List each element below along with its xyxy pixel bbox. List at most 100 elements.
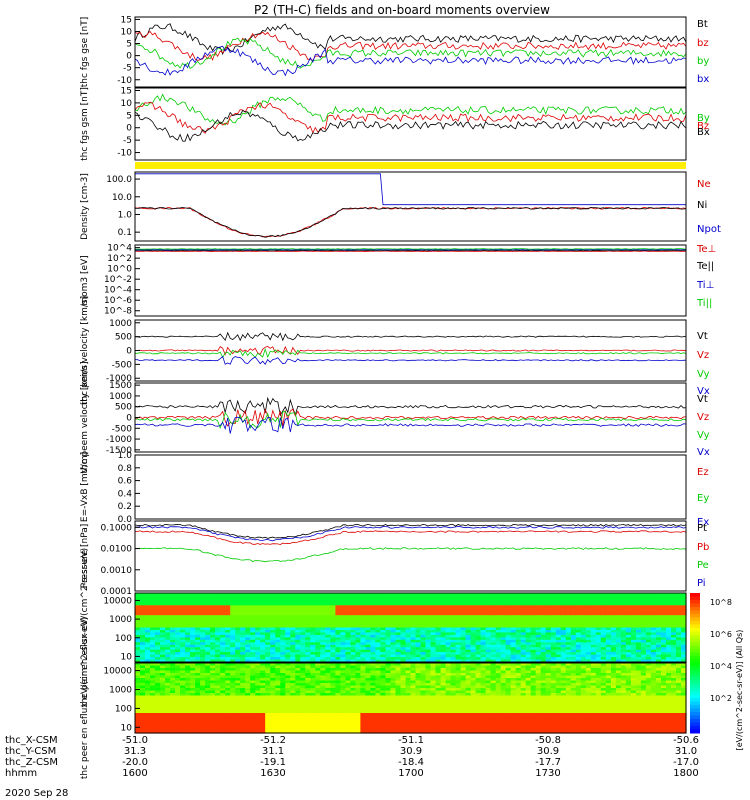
heatmap-cell — [545, 659, 552, 663]
heatmap-cell — [185, 652, 191, 656]
heatmap-cell — [520, 652, 527, 656]
heatmap-cell — [230, 607, 236, 611]
heatmap-cell — [440, 642, 447, 646]
heatmap-cell — [585, 625, 592, 629]
heatmap-cell — [220, 683, 226, 687]
heatmap-cell — [345, 637, 351, 641]
heatmap-cell — [205, 644, 211, 648]
heatmap-cell — [535, 617, 542, 621]
heatmap-cell — [250, 605, 256, 609]
heatmap-cell — [275, 683, 281, 687]
heatmap-cell — [240, 678, 246, 682]
heatmap-cell — [345, 690, 351, 694]
heatmap-cell — [290, 593, 296, 597]
heatmap-cell — [470, 602, 477, 606]
heatmap-cell — [380, 693, 386, 697]
heatmap-cell — [620, 595, 627, 599]
heatmap-cell — [385, 612, 392, 616]
heatmap-cell — [250, 695, 256, 699]
heatmap-cell — [185, 693, 191, 697]
heatmap-cell — [370, 698, 376, 702]
heatmap-cell — [140, 657, 146, 661]
heatmap-cell — [340, 685, 346, 689]
heatmap-cell — [415, 597, 422, 601]
heatmap-cell — [225, 718, 231, 722]
heatmap-cell — [225, 612, 231, 616]
heatmap-cell — [185, 617, 191, 621]
heatmap-cell — [465, 659, 472, 663]
heatmap-cell — [330, 600, 336, 604]
heatmap-cell — [415, 600, 422, 604]
heatmap-cell — [585, 649, 592, 653]
heatmap-cell — [165, 647, 171, 651]
heatmap-cell — [195, 593, 201, 597]
heatmap-cell — [495, 634, 502, 638]
heatmap-cell — [265, 698, 271, 702]
heatmap-cell — [135, 675, 141, 679]
heatmap-cell — [470, 652, 477, 656]
heatmap-cell — [405, 659, 412, 663]
heatmap-cell — [661, 627, 667, 631]
heatmap-cell — [240, 602, 246, 606]
heatmap-cell — [220, 710, 226, 714]
heatmap-cell — [625, 597, 632, 601]
heatmap-cell — [460, 630, 467, 634]
heatmap-cell — [195, 685, 201, 689]
heatmap-cell — [190, 600, 196, 604]
heatmap-cell — [190, 683, 196, 687]
heatmap-cell — [170, 597, 176, 601]
heatmap-cell — [570, 625, 577, 629]
heatmap-cell — [650, 597, 657, 601]
heatmap-cell — [190, 688, 196, 692]
heatmap-cell — [140, 673, 146, 677]
heatmap-cell — [365, 673, 371, 677]
heatmap-cell — [195, 622, 201, 626]
heatmap-cell — [310, 637, 316, 641]
heatmap-cell — [385, 690, 392, 694]
y-tick-label: 10^-8 — [104, 307, 132, 317]
heatmap-cell — [545, 602, 552, 606]
heatmap-cell — [195, 693, 201, 697]
heatmap-cell — [435, 657, 442, 661]
heatmap-cell — [255, 725, 261, 729]
heatmap-cell — [270, 639, 276, 643]
heatmap-cell — [490, 595, 497, 599]
heatmap-cell — [315, 654, 321, 658]
heatmap-cell — [160, 607, 166, 611]
heatmap-cell — [325, 607, 331, 611]
heatmap-cell — [605, 644, 612, 648]
heatmap-cell — [405, 600, 412, 604]
heatmap-cell — [370, 665, 376, 669]
heatmap-cell — [240, 718, 246, 722]
heatmap-cell — [175, 632, 181, 636]
heatmap-cell — [320, 659, 326, 663]
heatmap-cell — [145, 700, 151, 704]
heatmap-cell — [465, 602, 472, 606]
heatmap-cell — [475, 637, 482, 641]
heatmap-cell — [475, 605, 482, 609]
heatmap-cell — [315, 647, 321, 651]
heatmap-cell — [205, 647, 211, 651]
heatmap-cell — [150, 713, 156, 717]
heatmap-cell — [410, 612, 417, 616]
heatmap-cell — [620, 610, 627, 614]
heatmap-cell — [425, 615, 432, 619]
heatmap-cell — [190, 718, 196, 722]
heatmap-cell — [385, 685, 392, 689]
heatmap-cell — [335, 710, 341, 714]
heatmap-cell — [335, 644, 341, 648]
heatmap-cell — [435, 654, 442, 658]
heatmap-cell — [170, 639, 176, 643]
heatmap-cell — [545, 654, 552, 658]
heatmap-cell — [275, 705, 281, 709]
heatmap-cell — [390, 718, 397, 722]
heatmap-cell — [235, 675, 241, 679]
heatmap-cell — [165, 627, 171, 631]
heatmap-cell — [165, 700, 171, 704]
heatmap-cell — [145, 639, 151, 643]
heatmap-cell — [265, 625, 271, 629]
heatmap-cell — [310, 710, 316, 714]
heatmap-cell — [295, 644, 301, 648]
heatmap-cell — [330, 659, 336, 663]
heatmap-cell — [510, 634, 517, 638]
